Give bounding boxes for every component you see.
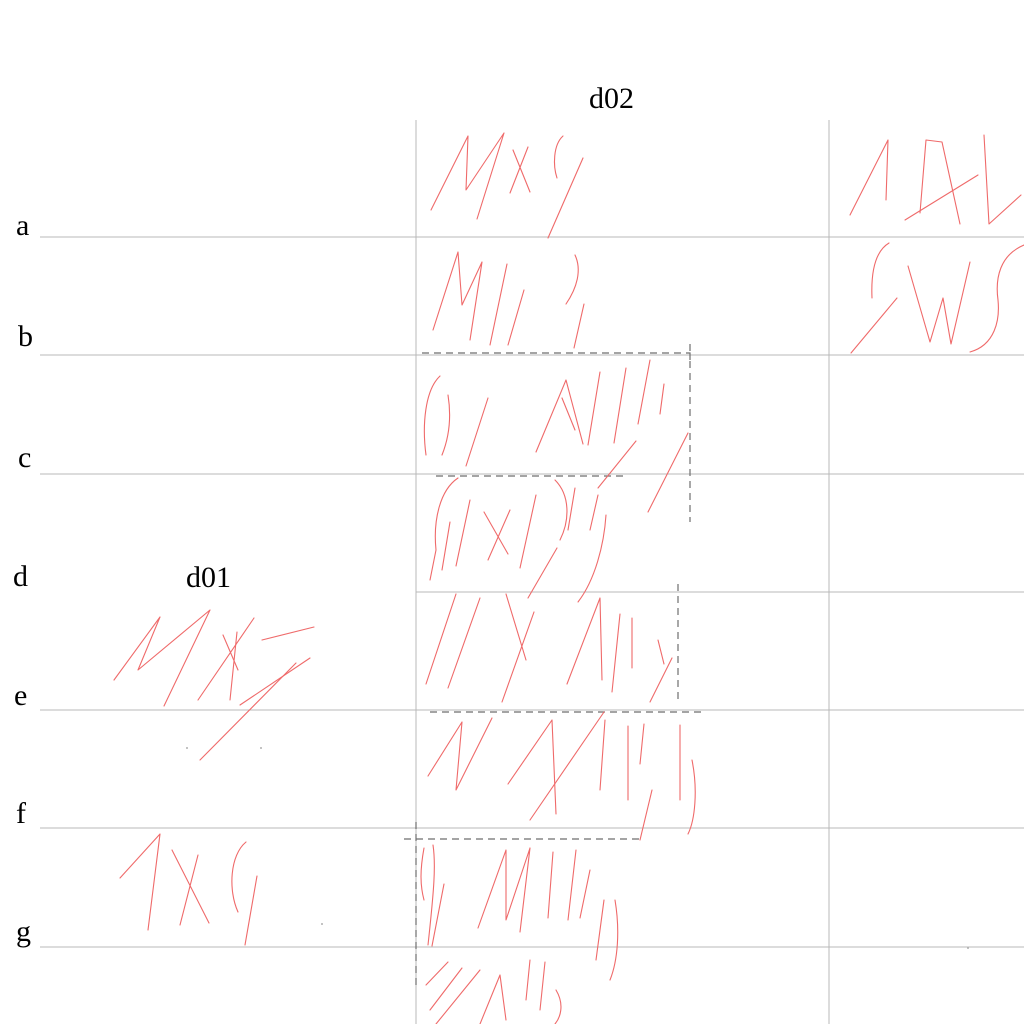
glyph-stroke xyxy=(969,244,1024,353)
column-label-right: d02 xyxy=(589,82,634,115)
vertical-grid-lines xyxy=(415,120,830,1024)
glyph-stroke xyxy=(113,609,211,707)
glyph-stroke xyxy=(509,146,531,194)
glyph-d02-h xyxy=(425,959,562,1024)
stray-marks xyxy=(186,747,969,949)
stray-dot xyxy=(260,747,262,749)
stray-dot xyxy=(321,923,323,925)
glyph-stroke xyxy=(919,139,961,225)
glyph-stroke xyxy=(483,509,511,561)
glyph-stroke xyxy=(613,359,651,444)
glyph-stroke xyxy=(525,959,562,1024)
glyph-stroke xyxy=(425,593,481,689)
glyph-stroke xyxy=(430,132,505,220)
row-label-f: f xyxy=(16,797,26,830)
glyph-d01-g xyxy=(119,833,258,946)
glyph-stroke xyxy=(529,711,606,821)
row-labels: a b c d e f g xyxy=(13,209,33,948)
row-label-b: b xyxy=(18,320,33,353)
glyph-d02-c xyxy=(423,359,689,513)
dashed-box-g xyxy=(404,822,644,990)
horizontal-grid-lines xyxy=(40,236,1024,948)
glyph-stroke xyxy=(849,139,889,216)
glyph-stroke xyxy=(441,499,471,571)
glyph-stroke xyxy=(429,477,459,581)
glyph-stroke xyxy=(611,613,633,693)
glyph-stroke xyxy=(423,375,451,456)
glyph-stroke xyxy=(561,371,601,446)
glyph-stroke xyxy=(427,717,493,791)
glyph-stroke xyxy=(649,639,673,703)
glyph-stroke xyxy=(577,514,607,603)
glyph-stroke xyxy=(850,242,898,354)
column-label-left: d01 xyxy=(186,561,231,594)
glyph-right-a xyxy=(849,134,1022,225)
row-label-a: a xyxy=(16,209,29,242)
glyph-stroke xyxy=(597,383,689,513)
glyph-stroke xyxy=(479,974,507,1024)
glyph-stroke xyxy=(420,844,435,946)
glyph-stroke xyxy=(489,263,525,346)
glyph-d02-e xyxy=(425,593,673,703)
row-label-c: c xyxy=(18,441,31,474)
glyph-stroke xyxy=(639,724,696,841)
glyph-stroke xyxy=(431,883,445,947)
glyph-stroke xyxy=(231,841,258,946)
stray-dot xyxy=(186,747,188,749)
glyph-stroke xyxy=(501,593,535,703)
row-label-d: d xyxy=(13,560,28,593)
glyph-stroke xyxy=(229,626,315,706)
glyph-stroke xyxy=(199,662,297,761)
stray-dot xyxy=(967,947,969,949)
glyph-stroke xyxy=(171,849,210,926)
glyph-stroke xyxy=(904,174,979,221)
glyph-d02-a xyxy=(430,132,584,239)
glyph-stroke xyxy=(627,723,645,801)
glyph-right-b xyxy=(850,242,1024,354)
glyph-stroke xyxy=(519,479,568,569)
glyph-stroke xyxy=(477,847,531,933)
glyph-d01-e xyxy=(113,609,315,761)
glyph-stroke xyxy=(983,134,1022,225)
glyph-stroke xyxy=(425,961,481,1024)
glyph-stroke xyxy=(579,869,619,981)
glyph-stroke xyxy=(527,487,599,599)
glyph-stroke xyxy=(432,251,483,341)
glyph-d02-d xyxy=(429,477,607,603)
glyph-stroke xyxy=(547,135,584,239)
glyph-stroke xyxy=(565,254,585,349)
dashed-box-c xyxy=(422,352,691,522)
glyph-stroke xyxy=(197,617,255,701)
glyph-stroke xyxy=(566,597,603,685)
glyph-stroke xyxy=(535,379,584,453)
glyph-d02-g xyxy=(420,844,619,981)
dashed-outlines xyxy=(404,344,706,990)
glyph-stroke xyxy=(907,261,971,345)
row-label-g: g xyxy=(16,915,31,948)
glyph-stroke xyxy=(547,849,577,921)
glyph-d02-f xyxy=(427,711,696,841)
row-label-e: e xyxy=(14,679,27,712)
glyph-d02-b xyxy=(432,251,585,349)
glyph-stroke xyxy=(507,719,557,815)
glyph-stroke xyxy=(119,833,161,931)
glyph-stroke xyxy=(465,397,489,467)
